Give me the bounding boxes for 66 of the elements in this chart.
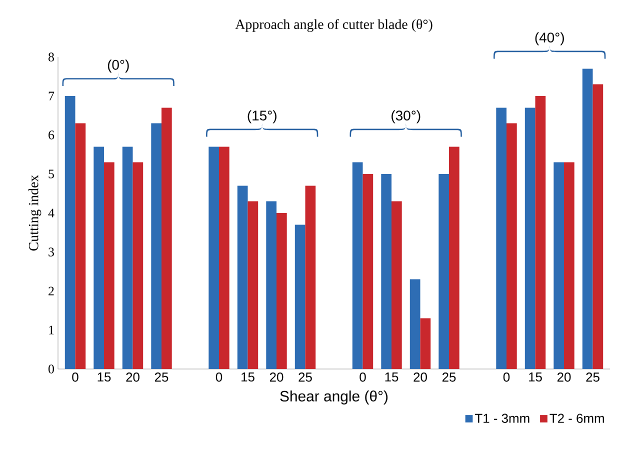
legend-label: T2 - 6mm (550, 414, 604, 423)
x-tick-label: 20 (557, 372, 571, 382)
bar (554, 162, 564, 369)
bar (362, 174, 374, 369)
chart-title: Approach angle of cutter blade (θ°) (235, 19, 432, 32)
bar (438, 174, 450, 369)
bar (410, 279, 420, 369)
bar (151, 123, 162, 369)
y-tick-label: 1 (49, 326, 54, 334)
bar (237, 186, 248, 369)
y-tick-label: 7 (48, 92, 54, 100)
y-tick-label: 3 (48, 248, 54, 256)
bar (582, 68, 593, 369)
y-tick-label: 5 (48, 170, 54, 178)
bar (64, 96, 76, 369)
bar (122, 146, 133, 369)
x-tick-label: 20 (126, 372, 140, 382)
x-tick-label: 15 (98, 372, 111, 382)
bar (449, 146, 460, 369)
bar (132, 162, 144, 369)
y-tick-label: 6 (48, 130, 54, 140)
bar (208, 146, 219, 369)
bar (248, 201, 258, 369)
y-axis-title: Cutting index (28, 174, 42, 251)
x-tick-label: 0 (503, 372, 510, 382)
bar (94, 146, 104, 369)
x-axis-title: Shear angle (θ°) (280, 390, 388, 404)
x-tick-label: 0 (216, 372, 222, 382)
bar (305, 186, 316, 369)
bar (381, 174, 392, 369)
bar (524, 108, 536, 369)
x-tick-label: 25 (154, 372, 168, 382)
bar (496, 108, 507, 369)
x-tick-label: 25 (442, 372, 456, 382)
bar (219, 146, 230, 369)
x-tick-label: 20 (414, 372, 427, 382)
y-tick-label: 0 (48, 364, 54, 374)
bar (276, 213, 287, 369)
annotation: (15°) (248, 110, 276, 124)
bar (564, 162, 574, 369)
x-tick-label: 20 (270, 372, 284, 382)
legend-label: T1 - 3mm (474, 414, 530, 423)
y-tick-label: 4 (48, 208, 54, 218)
bar (535, 96, 546, 369)
bar (104, 162, 114, 369)
x-tick-label: 0 (360, 372, 366, 382)
y-tick-label: 8 (48, 52, 54, 62)
x-tick-label: 15 (242, 372, 254, 382)
annotation: (0°) (108, 60, 129, 73)
x-tick-label: 15 (385, 372, 398, 382)
bar (420, 318, 431, 369)
bar (352, 162, 363, 369)
x-tick-label: 15 (529, 372, 542, 382)
y-tick-label: 2 (48, 286, 54, 296)
bar (162, 108, 172, 369)
text: (40°) (535, 32, 564, 46)
bar (266, 201, 277, 369)
x-tick-label: 0 (72, 372, 78, 382)
bar (75, 123, 86, 369)
x-tick-label: 25 (586, 372, 600, 382)
bar (506, 123, 517, 369)
bar (392, 201, 402, 369)
x-tick-label: 25 (298, 372, 312, 382)
annotation: (30°) (392, 110, 420, 124)
bar (294, 224, 306, 369)
bar (592, 84, 604, 369)
